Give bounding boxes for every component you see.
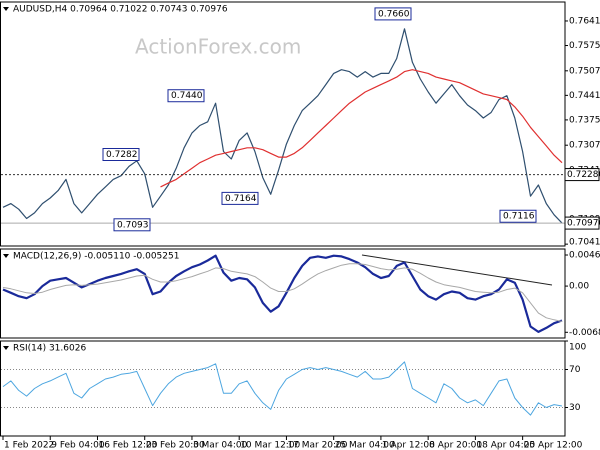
x-tick-label: 23 Feb 20:00 [146, 441, 205, 450]
y-tick-label: 100 [569, 343, 586, 353]
y-tick-label: 0.004608 [569, 251, 600, 261]
price-annotation-box [113, 218, 151, 232]
series-line [2, 263, 563, 322]
series-line [160, 69, 563, 188]
price-annotation-box [102, 148, 140, 161]
title-marker [3, 254, 9, 258]
x-tick-label: 25 Mar 04:00 [335, 441, 395, 450]
price-annotation-box [167, 89, 205, 103]
title-marker [3, 7, 9, 11]
x-tick-label: 9 Feb 04:00 [51, 441, 105, 450]
x-tick-label: 17 Mar 20:00 [287, 441, 347, 450]
panel-frame [0, 1, 566, 247]
price-annotation-box [221, 191, 259, 205]
price-annotation-box [374, 7, 412, 21]
x-tick-label: 1 Feb 2022 [4, 441, 54, 450]
panel-title: AUDUSD,H4 0.70964 0.71022 0.70743 0.7097… [13, 5, 228, 15]
panel-title: MACD(12,26,9) -0.005110 -0.005251 [13, 252, 179, 262]
x-tick-label: 1 Apr 12:00 [382, 441, 435, 450]
x-tick-label: 8 Apr 20:00 [429, 441, 482, 450]
price-annotation: 0.7440 [171, 91, 203, 101]
panel-title: RSI(14) 31.6026 [13, 344, 86, 354]
watermark: ActionForex.com [135, 35, 301, 59]
price-annotation: 0.7164 [225, 194, 257, 204]
y-tick-label: 30 [569, 403, 581, 413]
y-tick-label: 70 [569, 365, 581, 375]
panel-frame [0, 248, 566, 339]
x-tick-label: 3 Mar 04:00 [193, 441, 248, 450]
x-tick-label: 25 Apr 12:00 [524, 441, 583, 450]
series-line [2, 254, 563, 333]
x-tick-label: 16 Feb 12:00 [98, 441, 157, 450]
level-label-box [564, 168, 600, 182]
price-annotation: 0.7093 [117, 220, 149, 230]
last-price-box [564, 216, 600, 230]
last-price-label: 0.70976 [567, 219, 600, 229]
y-tick-label: 0.00 [569, 282, 589, 292]
x-tick-label: 10 Mar 12:00 [240, 441, 300, 450]
price-annotation-box [499, 209, 537, 223]
x-tick-label: 18 Apr 04:00 [476, 441, 535, 450]
price-annotation: 0.7660 [378, 9, 410, 19]
y-tick-label: -0.006853 [569, 328, 600, 338]
series-line [2, 361, 563, 416]
panel-frame [0, 340, 566, 437]
macd-trendline [361, 254, 553, 286]
price-annotation: 0.7282 [106, 150, 138, 160]
price-annotation: 0.7116 [503, 212, 535, 222]
title-marker [3, 346, 9, 350]
